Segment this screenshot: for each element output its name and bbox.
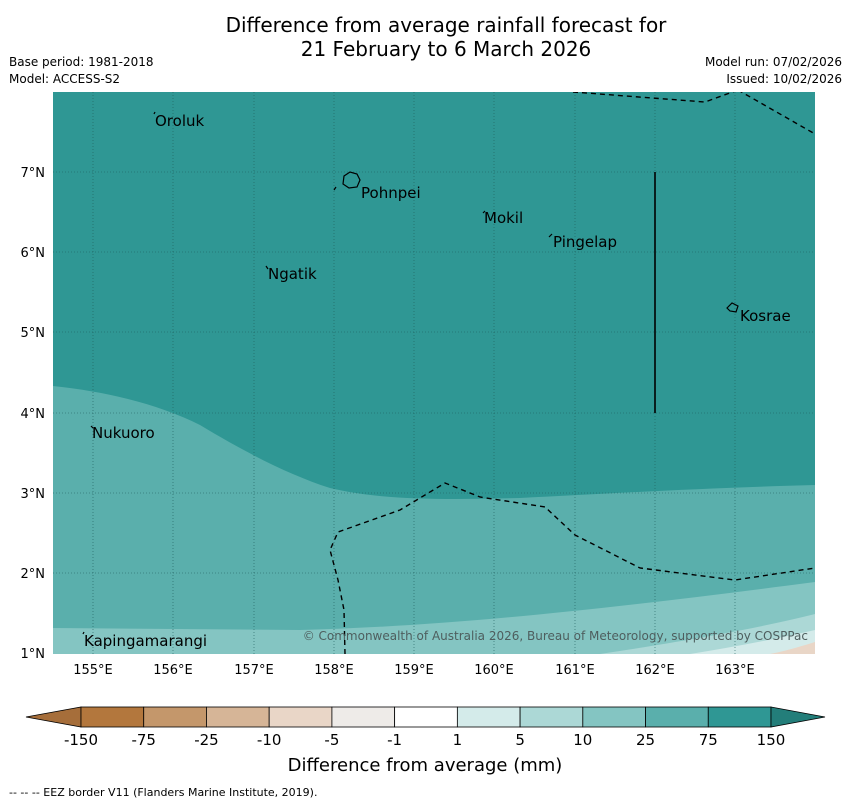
meta-left: Base period: 1981-2018 Model: ACCESS-S2 (9, 54, 154, 88)
colorbar-tick-label: -25 (194, 731, 219, 749)
place-oroluk: Oroluk (155, 112, 204, 130)
band-neg (770, 642, 815, 654)
model-run: Model run: 07/02/2026 (704, 55, 842, 69)
title-line-1: Difference from average rainfall forecas… (225, 13, 667, 37)
island-outlines (82, 111, 739, 635)
colorbar-bin (582, 706, 646, 728)
lat-label: 1°N (21, 647, 46, 662)
colorbar-tick-label: -1 (387, 731, 402, 749)
band-25-75 (53, 386, 815, 654)
place-ngatik: Ngatik (268, 265, 317, 283)
lon-label: 157°E (234, 663, 274, 678)
colorbar-bin (645, 706, 709, 728)
lat-label: 5°N (21, 326, 46, 341)
colorbar-bin (206, 706, 270, 728)
colorbar-bin (331, 706, 396, 728)
eez-borders (329, 92, 815, 654)
colorbar-tick-label: -150 (64, 731, 98, 749)
lat-label: 7°N (21, 166, 46, 181)
lon-label: 163°E (715, 663, 755, 678)
colorbar-tick-label: 5 (515, 731, 525, 749)
colorbar-bin (394, 706, 458, 728)
lon-label: 160°E (474, 663, 514, 678)
lon-axis-labels: 155°E 156°E 157°E 158°E 159°E 160°E 161°… (73, 663, 755, 678)
colorbar-extend-low (25, 706, 82, 728)
place-nukuoro: Nukuoro (92, 424, 155, 442)
lat-label: 2°N (21, 567, 46, 582)
place-labels: Oroluk Pohnpei Mokil Pingelap Ngatik Kos… (84, 112, 791, 650)
colorbar-tick-label: -5 (324, 731, 339, 749)
lon-label: 156°E (153, 663, 193, 678)
colorbar-bin (707, 706, 772, 728)
kosrae-outline (726, 302, 739, 313)
eez-footnote: -- -- -- EEZ border V11 (Flanders Marine… (9, 786, 318, 799)
lon-label: 159°E (394, 663, 434, 678)
map-area: Oroluk Pohnpei Mokil Pingelap Ngatik Kos… (53, 92, 815, 654)
band-10-25 (53, 582, 815, 654)
colorbar-tick-label: 1 (453, 731, 463, 749)
lon-label: 161°E (555, 663, 595, 678)
colorbar-tick-label: 75 (699, 731, 718, 749)
lon-label: 162°E (635, 663, 675, 678)
colorbar-bin (519, 706, 584, 728)
colorbar-tick-label: -10 (257, 731, 282, 749)
colorbar-tick-label: -75 (131, 731, 156, 749)
issued-date: Issued: 10/02/2026 (726, 72, 842, 86)
colorbar: -150 -75 -25 -10 -5 -1 1 5 10 25 75 150 (25, 706, 826, 749)
copyright-notice: © Commonwealth of Australia 2026, Bureau… (303, 629, 808, 643)
lat-label: 4°N (21, 407, 46, 422)
colorbar-bin (456, 706, 521, 728)
place-pohnpei: Pohnpei (361, 184, 421, 202)
band-1-5 (690, 630, 815, 654)
base-period: Base period: 1981-2018 (9, 55, 154, 69)
lat-axis-labels: 7°N 6°N 5°N 4°N 3°N 2°N 1°N (21, 166, 46, 662)
lon-label: 155°E (73, 663, 113, 678)
meta-right: Model run: 07/02/2026 Issued: 10/02/2026 (705, 54, 842, 88)
graticule (53, 92, 815, 654)
colorbar-title: Difference from average (mm) (287, 755, 563, 776)
model-name: Model: ACCESS-S2 (9, 72, 121, 86)
colorbar-bin (268, 706, 333, 728)
place-kapingamarangi: Kapingamarangi (84, 632, 207, 650)
colorbar-extend-high (770, 706, 826, 728)
title-line-2: 21 February to 6 March 2026 (300, 37, 592, 61)
ant-atoll (333, 186, 337, 191)
lat-label: 6°N (21, 246, 46, 261)
lon-label: 158°E (314, 663, 354, 678)
place-mokil: Mokil (484, 209, 523, 227)
place-kosrae: Kosrae (740, 307, 791, 325)
colorbar-tick-label: 10 (573, 731, 592, 749)
colorbar-tick-label: 150 (757, 731, 786, 749)
place-pingelap: Pingelap (553, 233, 617, 251)
lat-label: 3°N (21, 487, 46, 502)
colorbar-bin (80, 706, 145, 728)
colorbar-tick-label: 25 (636, 731, 655, 749)
pohnpei-outline (342, 171, 361, 189)
colorbar-bin (143, 706, 207, 728)
map-title: Difference from average rainfall forecas… (0, 13, 850, 61)
